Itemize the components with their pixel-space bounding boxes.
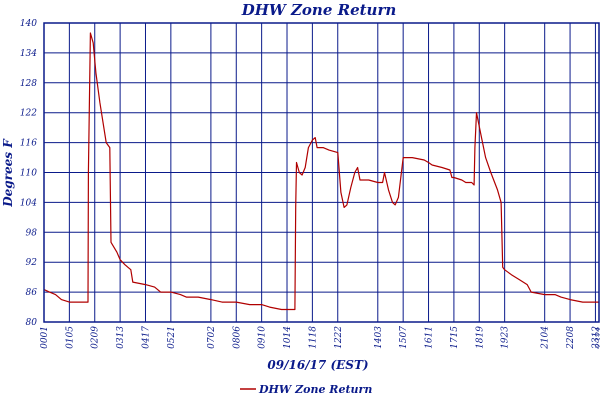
y-tick-label: 98 <box>26 228 38 238</box>
x-tick-label: 0417 <box>141 326 151 349</box>
x-tick-label: 0001 <box>40 326 50 349</box>
y-tick-label: 134 <box>20 49 37 59</box>
y-tick-label: 122 <box>20 109 37 119</box>
x-tick-labels: 0001 0105 0209 0313 0417 0521 0702 0806 0910 1014… <box>40 326 600 350</box>
chart-title: DHW Zone Return <box>241 1 397 19</box>
y-tick-label: 80 <box>26 318 38 328</box>
x-tick-label: 1611 <box>425 326 435 349</box>
x-tick-label: 1923 <box>501 326 511 349</box>
x-tick-label: 0313 <box>116 326 126 349</box>
x-tick-label: 1118 <box>308 326 318 349</box>
x-tick-label: 2104 <box>541 326 551 350</box>
series-line <box>43 32 599 311</box>
x-tick-label: 1715 <box>450 326 460 349</box>
y-tick-label: 104 <box>20 198 37 208</box>
y-axis-title: Degrees F <box>1 138 15 208</box>
legend: DHW Zone Return <box>240 383 372 396</box>
x-tick-label: 2312 <box>591 326 600 350</box>
plot-frame <box>43 22 600 323</box>
y-tick-labels: 80 86 92 98 104 110 116 122 128 134 140 <box>20 19 37 328</box>
x-tick-label: 1819 <box>475 326 485 349</box>
y-tick-label: 92 <box>26 258 38 268</box>
y-tick-label: 128 <box>20 79 37 89</box>
x-tick-label: 0105 <box>65 326 75 349</box>
y-tick-label: 86 <box>26 288 38 298</box>
x-tick-label: 0702 <box>207 326 217 349</box>
x-tick-label: 0521 <box>167 326 177 349</box>
x-tick-label: 0910 <box>258 326 268 349</box>
x-axis-title: 09/16/17 (EST) <box>267 358 368 372</box>
x-tick-label: 2321 <box>595 326 600 350</box>
series-layer <box>43 32 599 311</box>
legend-label: DHW Zone Return <box>258 383 372 396</box>
x-tick-label: 0209 <box>91 326 101 349</box>
x-tick-label: 1014 <box>283 326 293 349</box>
x-tick-label: 0806 <box>232 326 242 349</box>
y-tick-label: 116 <box>20 139 37 149</box>
y-tick-label: 140 <box>20 19 37 29</box>
x-tick-label: 1222 <box>334 326 344 349</box>
x-tick-label: 2208 <box>566 326 576 350</box>
x-tick-label: 1403 <box>374 326 384 349</box>
y-tick-label: 110 <box>20 169 37 179</box>
x-tick-label: 1507 <box>399 326 409 349</box>
